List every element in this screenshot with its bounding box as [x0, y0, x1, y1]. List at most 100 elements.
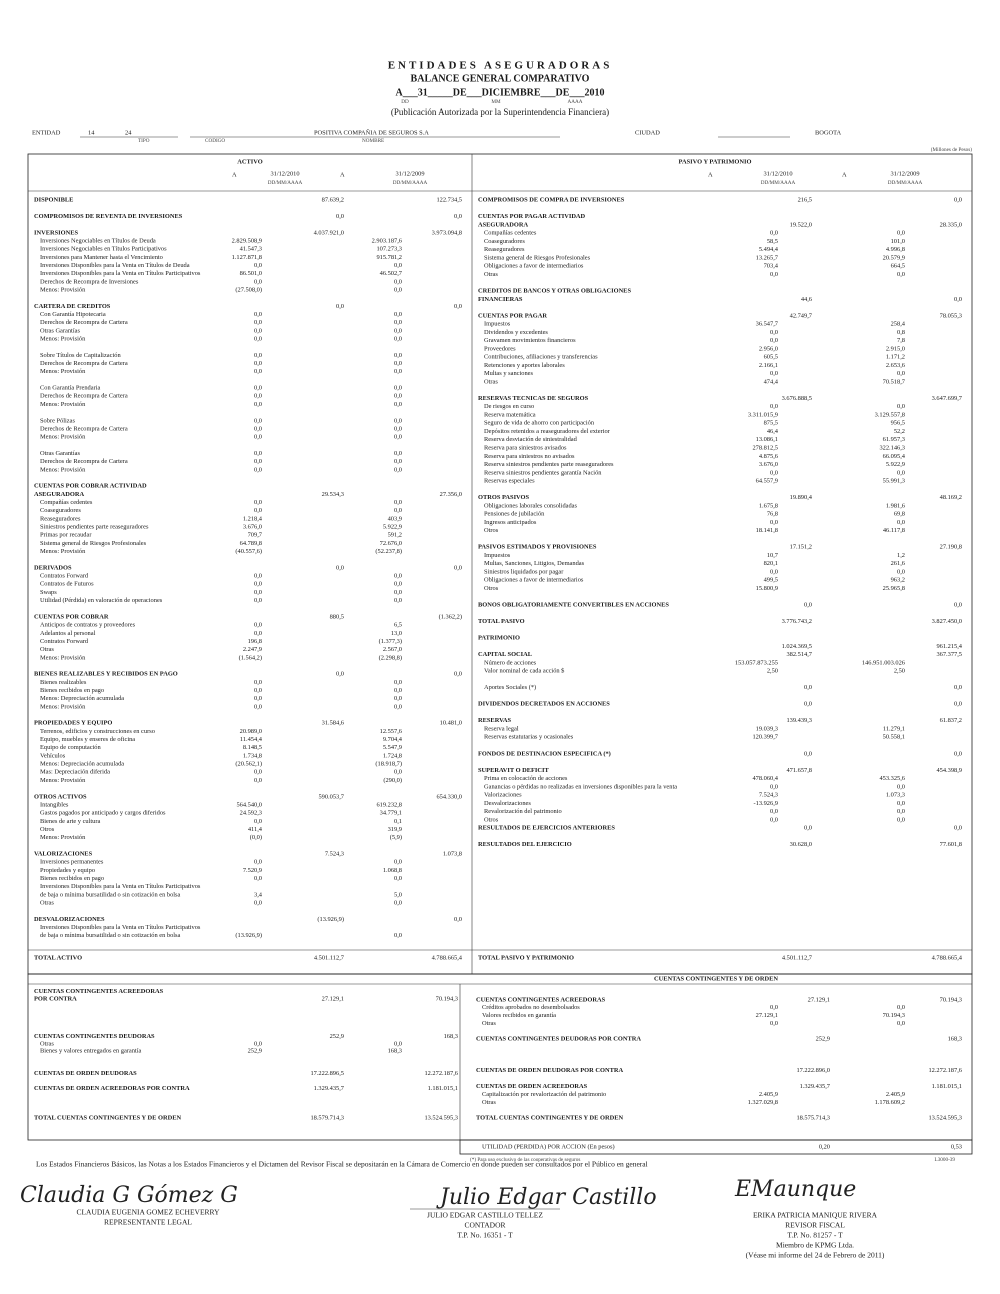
detail-amount: (1.564,2) [239, 654, 262, 661]
detail-amount: 0,1 [394, 818, 402, 825]
detail-amount: 20.579,9 [883, 254, 905, 261]
total-amount: 4.037.921,0 [314, 229, 344, 236]
total-amount: 1.181.015,1 [428, 1085, 458, 1092]
section-label: COMPROMISOS DE REVENTA DE INVERSIONES [34, 213, 183, 220]
detail-amount: 70.194,3 [883, 1012, 905, 1019]
detail-amount: 605,5 [764, 354, 778, 361]
detail-amount: 0,0 [394, 417, 402, 424]
detail-amount: 15.800,9 [756, 585, 778, 592]
row-label: Desvalorizaciones [484, 800, 531, 807]
row-label: Retenciones y aportes laborales [484, 362, 565, 369]
detail-amount: 50.558,1 [883, 734, 905, 741]
total-amount: 13.524.595,3 [928, 1115, 962, 1122]
total-amount: 77.601,8 [940, 841, 962, 848]
detail-amount: (18.918,7) [375, 761, 402, 768]
detail-amount: 7.524,3 [759, 792, 778, 799]
entity-name: POSITIVA COMPAÑIA DE SEGUROS S.A [314, 128, 429, 136]
row-label: Compañías cedentes [484, 230, 537, 237]
column-format: DD/MM/AAAA [268, 180, 303, 186]
row-label: Bienes recibidos en pago [40, 875, 104, 882]
total-amount: 3.973.094,8 [432, 229, 462, 236]
row-label: Swaps [40, 589, 57, 596]
detail-amount: 36.547,7 [756, 321, 779, 328]
detail-amount: (290,0) [383, 777, 402, 784]
row-label: Depósitos retenidos a reaseguradores del… [484, 428, 611, 435]
detail-amount: 0,0 [394, 319, 402, 326]
detail-amount: 0,0 [394, 368, 402, 375]
total-amount: 28.335,0 [940, 221, 962, 228]
row-label: Reservas especiales [484, 478, 535, 485]
section-label: PASIVOS ESTIMADOS Y PROVISIONES [478, 544, 597, 551]
detail-amount: 875,5 [764, 420, 778, 427]
detail-amount: 41.547,3 [240, 246, 262, 253]
detail-amount: 0,0 [394, 679, 402, 686]
row-label: Otros [484, 527, 499, 534]
detail-amount: 2.405,9 [886, 1091, 905, 1098]
publication-note: (Publicación Autorizada por la Superinte… [391, 107, 609, 117]
row-label: Proveedores [484, 345, 516, 352]
section-label: PATRIMONIO [478, 635, 520, 642]
detail-amount: 153.057.873.255 [735, 659, 778, 666]
row-label: Reserva siniestros pendientes garantía N… [484, 469, 602, 476]
row-label: Multas y sanciones [484, 370, 534, 377]
detail-amount: 0,0 [770, 1020, 778, 1027]
row-label: Contratos de Futuros [40, 581, 94, 588]
row-label: Inversiones permanentes [40, 859, 104, 866]
row-label: Reaseguradores [40, 515, 81, 522]
row-label: Terrenos, edificios y construcciones en … [40, 728, 155, 735]
total-amount: 216,5 [798, 197, 812, 204]
row-label: Menos: Provisión [40, 654, 86, 661]
detail-amount: 0,0 [897, 808, 905, 815]
detail-amount: 0,0 [394, 703, 402, 710]
row-label: Menos: Provisión [40, 466, 86, 473]
section-label: TOTAL CUENTAS CONTINGENTES Y DE ORDEN [34, 1115, 181, 1122]
detail-amount: 0,0 [394, 360, 402, 367]
total-amount: (1.362,2) [439, 613, 462, 620]
field-label: TIPO [138, 138, 150, 144]
row-label: Otras Garantías [40, 327, 80, 334]
detail-amount: 0,0 [254, 630, 262, 637]
detail-amount: 2.405,9 [759, 1091, 778, 1098]
row-label: Contribuciones, afiliaciones y transfere… [484, 354, 598, 361]
detail-amount: 0,0 [254, 589, 262, 596]
detail-amount: 0,0 [394, 286, 402, 293]
detail-amount: 5.922,9 [383, 524, 402, 531]
row-label: Pensiones de jubilación [484, 511, 545, 518]
total-amount: 7.524,3 [325, 850, 344, 857]
total-amount: 29.534,3 [322, 491, 344, 498]
detail-amount: 915.781,2 [376, 254, 402, 261]
total-amount: 0,0 [336, 564, 344, 571]
row-label: Contratos Forward [40, 638, 89, 645]
detail-amount: 0,0 [254, 360, 262, 367]
total-amount: 654.330,0 [436, 793, 462, 800]
detail-amount: 196,8 [248, 638, 262, 645]
detail-amount: (52.237,8) [375, 548, 402, 555]
row-label: Valorizaciones [484, 792, 522, 799]
row-label: Prima en colocación de acciones [484, 775, 568, 782]
detail-amount: 0,0 [254, 818, 262, 825]
total-amount: 0,0 [336, 671, 344, 678]
detail-amount: 478.060,4 [752, 775, 778, 782]
detail-amount: 3.129.557,8 [875, 411, 905, 418]
column-date: 31/12/2010 [763, 170, 792, 177]
total-amount: 19.890,4 [790, 494, 813, 501]
section-label: CARTERA DE CREDITOS [34, 303, 111, 310]
detail-amount: 0,0 [254, 336, 262, 343]
total-amount: 168,3 [948, 1036, 962, 1043]
total-amount: 590.053,7 [318, 793, 344, 800]
row-label: Bienes realizables [40, 679, 87, 686]
column-label: A [842, 171, 847, 178]
signer-role: REVISOR FISCAL [785, 1221, 845, 1230]
detail-amount: 76,8 [767, 511, 778, 518]
total-amount: 0,20 [819, 1143, 830, 1150]
section-label: FINANCIERAS [478, 296, 523, 303]
total-amount: 70.194,3 [940, 996, 962, 1003]
detail-amount: 58,5 [767, 238, 778, 245]
detail-amount: 0,0 [897, 370, 905, 377]
signer-name: ERIKA PATRICIA MANIQUE RIVERA [753, 1211, 878, 1220]
detail-amount: 146.951.003.026 [862, 659, 905, 666]
detail-amount: 0,0 [770, 337, 778, 344]
detail-amount: 0,0 [254, 687, 262, 694]
detail-amount: 0,0 [394, 859, 402, 866]
detail-amount: 46.117,8 [883, 527, 905, 534]
